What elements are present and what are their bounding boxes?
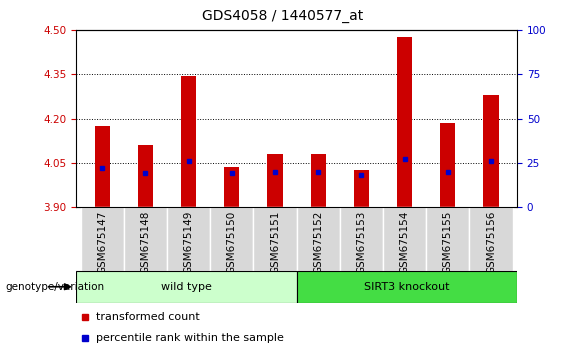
Bar <box>440 123 455 207</box>
Text: GSM675148: GSM675148 <box>141 210 150 274</box>
Bar <box>95 126 110 207</box>
Bar <box>484 95 499 207</box>
Bar <box>297 207 340 271</box>
Text: GSM675150: GSM675150 <box>227 210 237 274</box>
Bar <box>81 207 124 271</box>
Text: GSM675147: GSM675147 <box>97 210 107 274</box>
Bar <box>426 207 470 271</box>
Text: GSM675153: GSM675153 <box>357 210 367 274</box>
Bar <box>340 207 383 271</box>
Bar <box>383 207 426 271</box>
Text: transformed count: transformed count <box>96 312 200 322</box>
Bar <box>311 154 326 207</box>
Bar <box>267 154 282 207</box>
Text: GSM675152: GSM675152 <box>313 210 323 274</box>
Text: GSM675154: GSM675154 <box>399 210 410 274</box>
Bar <box>210 207 254 271</box>
Bar <box>138 145 153 207</box>
Text: wild type: wild type <box>161 282 212 292</box>
Text: GSM675155: GSM675155 <box>443 210 453 274</box>
Bar <box>354 170 369 207</box>
Text: GSM675156: GSM675156 <box>486 210 496 274</box>
Bar <box>167 207 210 271</box>
Bar <box>124 207 167 271</box>
Text: percentile rank within the sample: percentile rank within the sample <box>96 332 284 343</box>
Text: GDS4058 / 1440577_at: GDS4058 / 1440577_at <box>202 9 363 23</box>
Bar <box>254 207 297 271</box>
Text: GSM675149: GSM675149 <box>184 210 194 274</box>
Bar <box>181 76 196 207</box>
Bar <box>297 271 517 303</box>
Bar <box>224 167 240 207</box>
Bar <box>397 38 412 207</box>
Text: genotype/variation: genotype/variation <box>6 282 105 292</box>
Bar <box>470 207 512 271</box>
Bar <box>76 271 297 303</box>
Text: SIRT3 knockout: SIRT3 knockout <box>364 282 450 292</box>
Text: GSM675151: GSM675151 <box>270 210 280 274</box>
